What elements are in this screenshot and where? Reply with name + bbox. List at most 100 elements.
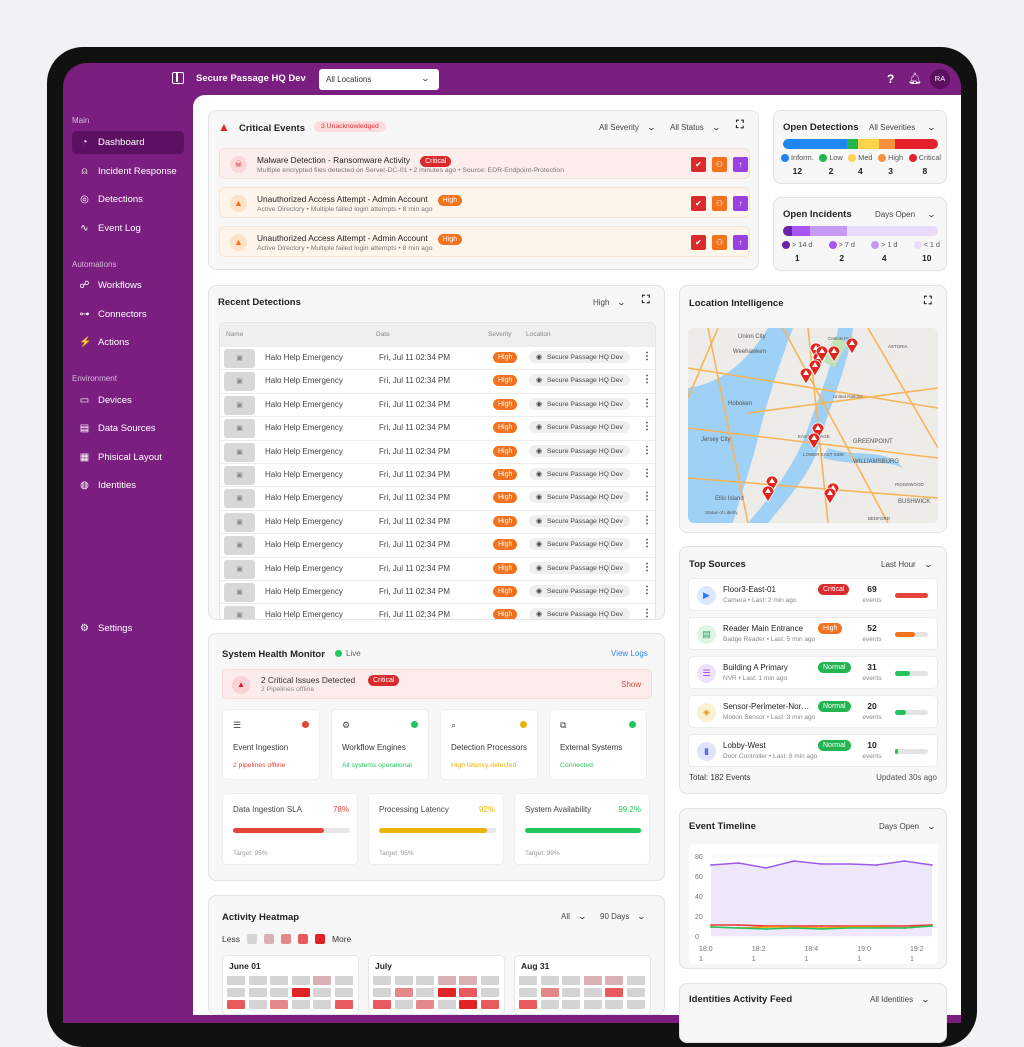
expand-icon[interactable]: ⛶ [736,119,744,131]
source-item[interactable]: ▶ Floor3-East-01 Camera • Last: 2 min ago C… [688,578,938,611]
table-row[interactable]: ▣ Halo Help Emergency Fri, Jul 11 02:34 PM… [220,417,655,441]
view-logs-link[interactable]: View Logs [611,649,648,658]
heatmap-cell[interactable] [334,1000,353,1009]
heatmap-cell[interactable] [562,976,580,985]
heatmap-cell[interactable] [291,1000,310,1009]
source-item[interactable]: ▤ Reader Main Entrance Badge Reader • Last… [688,617,938,650]
heatmap-cell[interactable] [583,988,602,997]
table-row[interactable]: ▣ Halo Help Emergency Fri, Jul 11 02:34 PM… [220,347,655,371]
service-status-card[interactable]: ⌕ Detection Processors High latency detect… [440,709,538,780]
heatmap-cell[interactable] [459,976,477,985]
escalate-button[interactable]: ↑ [733,157,748,172]
source-item[interactable]: ◈ Sensor-Perimeter-Nor… Motion Sensor • La… [688,695,938,728]
more-options-icon[interactable]: ⋮ [642,351,652,362]
heatmap-cell[interactable] [562,988,580,997]
bell-icon[interactable]: 🔔︎ [908,73,922,85]
more-options-icon[interactable]: ⋮ [642,561,652,573]
more-options-icon[interactable]: ⋮ [642,514,652,526]
heatmap-cell[interactable] [270,976,288,985]
heatmap-cell[interactable] [248,1000,267,1009]
location-select[interactable]: All Locations ⌄ [319,69,439,90]
heatmap-cell[interactable] [480,976,499,985]
heatmap-cell[interactable] [540,988,559,997]
table-row[interactable]: ▣ Halo Help Emergency Fri, Jul 11 02:34 PM… [220,558,655,581]
severities-filter[interactable]: All Severities ⌄ [869,123,936,132]
sidebar-item-detections[interactable]: ◎ Detections [72,188,184,211]
days-open-filter[interactable]: Days Open ⌄ [879,822,936,831]
sidebar-item-devices[interactable]: ▭ Devices [72,389,184,412]
heatmap-cell[interactable] [459,988,477,997]
service-status-card[interactable]: ☰ Event Ingestion 2 pipelines offline [222,709,320,780]
sidebar-item-incident-response[interactable]: ⍝ Incident Response [72,160,184,183]
heatmap-cell[interactable] [626,1000,645,1009]
alert-pin-icon[interactable] [827,345,841,363]
escalate-button[interactable]: ↑ [733,235,748,250]
alert-pin-icon[interactable] [799,367,813,385]
column-header-severity[interactable]: Severity [488,331,512,338]
map[interactable]: Union City Central Park Weehawken ASTORIA Ho… [688,328,938,523]
heatmap-cell[interactable] [519,1000,537,1009]
sidebar-item-identities[interactable]: ◍ Identities [72,474,184,497]
sidebar-item-phisical-layout[interactable]: ▦ Phisical Layout [72,446,184,469]
heatmap-cell[interactable] [313,988,331,997]
heatmap-cell[interactable] [519,988,537,997]
critical-event-item[interactable]: ☠ Malware Detection - Ransomware Activity… [219,148,750,179]
table-row[interactable]: ▣ Halo Help Emergency Fri, Jul 11 02:34 PM… [220,487,655,511]
severity-filter[interactable]: All Severity ⌄ [599,123,656,132]
heatmap-cell[interactable] [519,976,537,985]
heatmap-cell[interactable] [626,988,645,997]
alert-pin-icon[interactable] [807,432,821,450]
heatmap-cell[interactable] [583,976,602,985]
time-range-filter[interactable]: Last Hour ⌄ [881,560,933,569]
heatmap-cell[interactable] [605,1000,623,1009]
more-options-icon[interactable]: ⋮ [642,584,652,596]
table-row[interactable]: ▣ Halo Help Emergency Fri, Jul 11 02:34 PM… [220,511,655,535]
days-open-filter[interactable]: Days Open ⌄ [875,210,936,219]
sidebar-item-connectors[interactable]: ⊶ Connectors [72,303,184,326]
heatmap-cell[interactable] [416,1000,434,1009]
heatmap-cell[interactable] [416,976,434,985]
heatmap-cell[interactable] [227,988,245,997]
more-options-icon[interactable]: ⋮ [642,421,652,433]
heatmap-cell[interactable] [416,988,434,997]
table-row[interactable]: ▣ Halo Help Emergency Fri, Jul 11 02:34 PM… [220,464,655,488]
heatmap-cell[interactable] [605,976,623,985]
heatmap-cell[interactable] [480,1000,499,1009]
alert-pin-icon[interactable] [808,359,822,377]
assign-button[interactable]: ⚇ [712,157,727,172]
heatmap-cell[interactable] [373,1000,391,1009]
more-options-icon[interactable]: ⋮ [642,397,652,409]
more-options-icon[interactable]: ⋮ [642,467,652,479]
table-row[interactable]: ▣ Halo Help Emergency Fri, Jul 11 02:34 PM… [220,370,655,394]
heatmap-cell[interactable] [334,988,353,997]
heatmap-cell[interactable] [334,976,353,985]
heatmap-cell[interactable] [291,976,310,985]
acknowledge-button[interactable]: ✔ [691,235,706,250]
sidebar-item-settings[interactable]: ⚙ Settings [72,617,184,640]
source-item[interactable]: ☰ Building A Primary NVR • Last: 1 min ago… [688,656,938,689]
column-header-location[interactable]: Location [526,331,551,338]
heatmap-cell[interactable] [583,1000,602,1009]
heatmap-cell[interactable] [540,976,559,985]
severity-filter[interactable]: High ⌄ [593,298,626,307]
sidebar-item-event-log[interactable]: ∿ Event Log [72,217,184,240]
help-icon[interactable]: ? [887,72,895,86]
expand-icon[interactable]: ⛶ [642,294,650,306]
sidebar-item-dashboard[interactable]: ◔ Dashboard [72,131,184,154]
heatmap-cell[interactable] [480,988,499,997]
alert-pin-icon[interactable] [823,487,837,505]
service-status-card[interactable]: ⚙ Workflow Engines All systems operational [331,709,429,780]
table-row[interactable]: ▣ Halo Help Emergency Fri, Jul 11 02:34 PM… [220,534,655,558]
assign-button[interactable]: ⚇ [712,235,727,250]
heatmap-cell[interactable] [459,1000,477,1009]
heatmap-cell[interactable] [394,988,413,997]
user-avatar[interactable]: RA [930,69,950,89]
heatmap-cell[interactable] [437,988,456,997]
expand-icon[interactable]: ⛶ [924,295,932,307]
heatmap-cell[interactable] [605,988,623,997]
table-row[interactable]: ▣ Halo Help Emergency Fri, Jul 11 02:34 PM… [220,604,655,619]
heatmap-cell[interactable] [291,988,310,997]
heatmap-cell[interactable] [313,976,331,985]
more-options-icon[interactable]: ⋮ [642,538,652,550]
show-button[interactable]: Show [621,680,642,689]
